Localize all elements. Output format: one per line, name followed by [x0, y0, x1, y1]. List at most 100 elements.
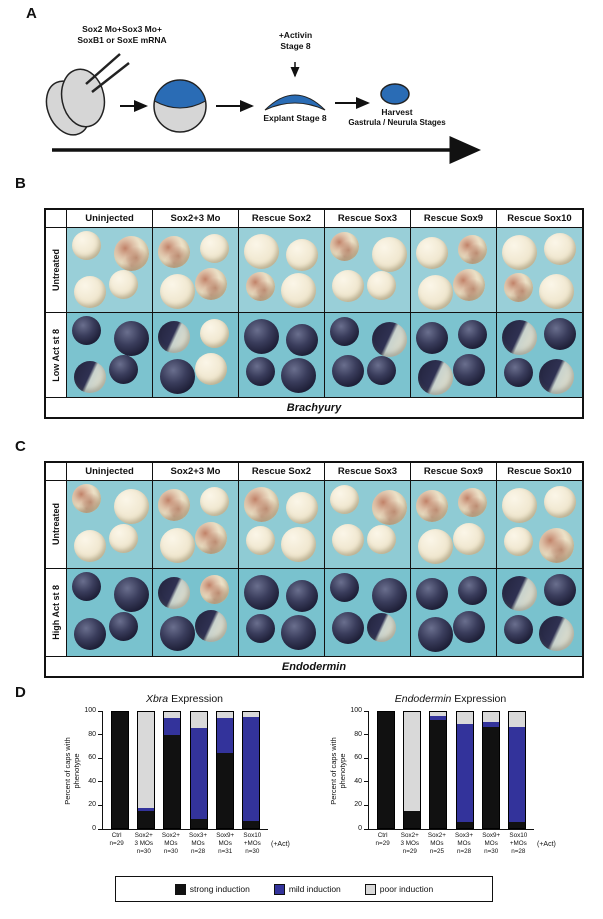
explant-dark — [544, 317, 577, 350]
explant-photo-cell — [325, 228, 410, 312]
y-tick-label: 100 — [84, 707, 96, 714]
explant-photo-cell — [411, 569, 496, 656]
x-tick-label-line: Sox2+ — [161, 832, 180, 839]
explant-dark — [453, 611, 486, 644]
bar-segment — [138, 712, 155, 809]
bar-segment — [378, 712, 395, 828]
explant-dark — [329, 573, 359, 603]
y-tick-mark — [98, 804, 102, 806]
explant-photo-cell — [497, 569, 582, 656]
n-value: n=29 — [109, 839, 124, 847]
table-corner — [46, 210, 66, 227]
x-tick-label-line: Sox9+ — [216, 832, 235, 839]
column-header: Rescue Sox2 — [239, 210, 324, 227]
explant-dark — [245, 356, 275, 386]
n-value: n=30 — [136, 847, 151, 855]
bar-segment — [138, 808, 155, 811]
x-tick-label: Sox2+ 3 MOs n=29 — [397, 832, 422, 856]
x-tick-label-line: Sox10 — [243, 832, 262, 839]
explant-pale — [109, 269, 139, 299]
x-tick-label-line: +MOs — [509, 839, 527, 847]
explant-dark — [453, 353, 486, 386]
x-tick-label: Sox10 +MOs n=28 — [506, 832, 531, 856]
stacked-bar — [403, 711, 422, 829]
bar-segment — [508, 822, 525, 828]
bar-segment — [164, 717, 181, 736]
bar-segment — [164, 712, 181, 718]
explant-pale — [501, 488, 537, 524]
y-tick-mark — [364, 781, 368, 783]
explant-pale — [415, 236, 448, 269]
bar-segment — [430, 720, 447, 828]
n-value: n=25 — [429, 847, 445, 855]
x-tick-label-line: Ctrl — [377, 832, 388, 839]
explant-pale — [71, 230, 101, 260]
explant-pale — [539, 273, 575, 309]
y-tick-mark — [364, 757, 368, 759]
explant-rust — [329, 231, 359, 261]
explant-photo-cell — [239, 481, 324, 568]
stacked-bar — [111, 711, 130, 829]
explant-mix — [539, 616, 575, 652]
bar-segment — [190, 818, 207, 828]
explant-mix — [501, 576, 537, 612]
bar-segment — [216, 712, 233, 718]
explant-rust — [243, 487, 279, 523]
explant-mix — [367, 613, 397, 643]
explant-rust — [245, 271, 275, 301]
y-tick-label: 40 — [354, 777, 362, 785]
explant-mix — [417, 359, 453, 395]
column-header: Rescue Sox10 — [497, 210, 582, 227]
x-axis-labels: Ctrl n=29 Sox2+ 3 MOs n=29 Sox2+ MOs n=25 Sox3+ M… — [368, 832, 533, 856]
explant-pale — [159, 528, 195, 564]
bar-segment — [190, 712, 207, 729]
x-axis-labels: Ctrl n=29 Sox2+ 3 MOs n=30 Sox2+ MOs n=30 Sox3+ M… — [102, 832, 267, 856]
explant-rust — [71, 484, 101, 514]
x-tick-label-line: Sox9+ — [482, 832, 501, 839]
bar-segment — [216, 752, 233, 828]
bar-segment — [190, 728, 207, 819]
explant-label: Explant Stage 8 — [263, 113, 327, 123]
x-tick-label-line: Ctrl — [111, 832, 122, 839]
legend-label: strong induction — [189, 884, 250, 894]
table-corner — [46, 463, 66, 480]
injection-label: Sox2 Mo+Sox3 Mo+ SoxB1 or SoxE mRNA — [77, 24, 167, 45]
explant-pale — [200, 233, 230, 263]
explant-rust — [114, 235, 150, 271]
n-value: n=31 — [218, 847, 233, 855]
row-label: High Act st 8 — [46, 569, 66, 656]
explant-pale — [367, 525, 397, 555]
explant-pale — [200, 486, 230, 516]
x-tick-label-line: 3 MOs — [400, 839, 420, 847]
explant-dark — [503, 357, 533, 387]
explant-dark — [415, 578, 448, 611]
x-tick-label: Sox10 +MOs n=30 — [240, 832, 265, 856]
y-tick-label: 100 — [350, 707, 362, 714]
x-tick-label-line: Sox2+ — [427, 832, 446, 839]
panel-a-label: A — [26, 5, 37, 22]
x-tick-label-line: MOs — [191, 839, 205, 847]
y-tick-mark — [98, 734, 102, 736]
explant-pale — [286, 491, 319, 524]
x-tick-label-line: MOs — [457, 839, 471, 847]
stacked-bar — [455, 711, 474, 829]
explant-dark — [367, 355, 397, 385]
stacked-bar — [481, 711, 500, 829]
bar-segment — [404, 810, 421, 828]
x-tick-label-line: MOs — [164, 839, 178, 847]
endodermin-expression-chart: Endodermin Expression Percent of caps wit… — [318, 693, 583, 863]
legend-label: poor induction — [379, 884, 434, 894]
column-header: Sox2+3 Mo — [153, 210, 238, 227]
explant-photo-cell — [497, 313, 582, 397]
explant-rust — [453, 268, 486, 301]
explant-photo-cell — [239, 228, 324, 312]
legend-swatch — [273, 883, 285, 895]
explant-rust — [195, 522, 228, 555]
y-tick-label: 0 — [358, 825, 362, 832]
explant-pale — [331, 269, 364, 302]
bar-segment — [138, 810, 155, 828]
column-header: Uninjected — [67, 463, 152, 480]
bar-segment — [482, 712, 499, 723]
explant-pale — [329, 485, 359, 515]
explant-photo-cell — [325, 569, 410, 656]
